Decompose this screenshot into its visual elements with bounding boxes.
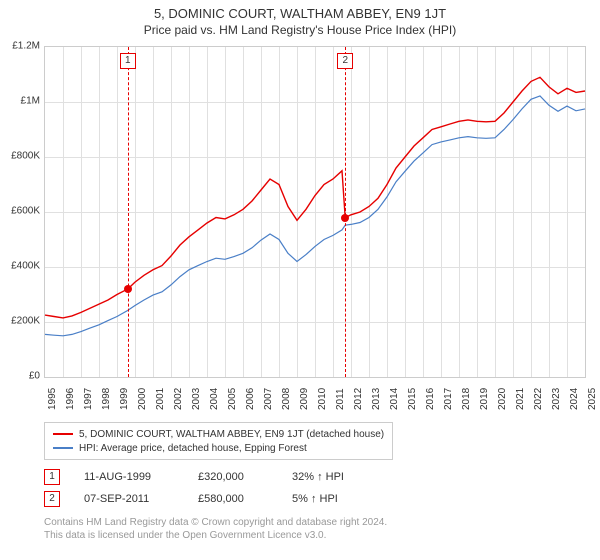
x-tick-label: 2001 (155, 388, 166, 410)
x-tick-label: 2010 (317, 388, 328, 410)
x-tick-label: 2015 (407, 388, 418, 410)
x-tick-label: 2008 (281, 388, 292, 410)
chart-container: 5, DOMINIC COURT, WALTHAM ABBEY, EN9 1JT… (0, 0, 600, 560)
marker-line-1 (128, 47, 129, 377)
sale-marker-ref: 1 (44, 469, 60, 485)
x-tick-label: 2005 (227, 388, 238, 410)
chart-title: 5, DOMINIC COURT, WALTHAM ABBEY, EN9 1JT (0, 0, 600, 21)
x-tick-label: 1995 (47, 388, 58, 410)
legend-item: HPI: Average price, detached house, Eppi… (53, 441, 384, 455)
x-tick-label: 1996 (65, 388, 76, 410)
x-tick-label: 2007 (263, 388, 274, 410)
x-tick-label: 2024 (569, 388, 580, 410)
footer-line-1: Contains HM Land Registry data © Crown c… (44, 516, 387, 529)
sale-price: £580,000 (198, 493, 268, 505)
sale-date: 07-SEP-2011 (84, 493, 174, 505)
x-tick-label: 2011 (335, 388, 346, 410)
series-svg (45, 47, 585, 377)
x-tick-label: 2017 (443, 388, 454, 410)
x-tick-label: 1997 (83, 388, 94, 410)
x-tick-label: 2009 (299, 388, 310, 410)
sale-hpi-delta: 5% ↑ HPI (292, 493, 338, 505)
x-tick-label: 2025 (587, 388, 598, 410)
x-tick-label: 2000 (137, 388, 148, 410)
series-property (45, 77, 585, 318)
x-tick-label: 2016 (425, 388, 436, 410)
legend-label: 5, DOMINIC COURT, WALTHAM ABBEY, EN9 1JT… (79, 429, 384, 440)
sales-table: 1 11-AUG-1999 £320,000 32% ↑ HPI 2 07-SEP-201… (44, 466, 344, 510)
x-tick-label: 2014 (389, 388, 400, 410)
x-tick-label: 2020 (497, 388, 508, 410)
y-tick-label: £200K (0, 316, 40, 327)
x-tick-label: 2022 (533, 388, 544, 410)
sale-price: £320,000 (198, 471, 268, 483)
x-tick-label: 2006 (245, 388, 256, 410)
sale-hpi-delta: 32% ↑ HPI (292, 471, 344, 483)
sale-row: 2 07-SEP-2011 £580,000 5% ↑ HPI (44, 488, 344, 510)
y-tick-label: £1.2M (0, 41, 40, 52)
x-tick-label: 1998 (101, 388, 112, 410)
x-tick-label: 2012 (353, 388, 364, 410)
series-hpi (45, 96, 585, 336)
legend-item: 5, DOMINIC COURT, WALTHAM ABBEY, EN9 1JT… (53, 427, 384, 441)
x-axis-labels: 1995 1996 1997 1998 1999 2000 2001 2002 2003 2004… (44, 380, 584, 420)
marker-box-1: 1 (120, 53, 136, 69)
x-tick-label: 2013 (371, 388, 382, 410)
y-tick-label: £1M (0, 96, 40, 107)
footer-attribution: Contains HM Land Registry data © Crown c… (44, 516, 387, 542)
sale-marker-ref: 2 (44, 491, 60, 507)
marker-box-2: 2 (337, 53, 353, 69)
chart-subtitle: Price paid vs. HM Land Registry's House … (0, 21, 600, 41)
y-tick-label: £600K (0, 206, 40, 217)
x-tick-label: 2023 (551, 388, 562, 410)
x-tick-label: 2018 (461, 388, 472, 410)
x-tick-label: 1999 (119, 388, 130, 410)
x-tick-label: 2019 (479, 388, 490, 410)
legend: 5, DOMINIC COURT, WALTHAM ABBEY, EN9 1JT… (44, 422, 393, 460)
x-tick-label: 2021 (515, 388, 526, 410)
y-tick-label: £400K (0, 261, 40, 272)
legend-swatch (53, 447, 73, 449)
plot-area: 12 (44, 46, 586, 378)
y-tick-label: £800K (0, 151, 40, 162)
footer-line-2: This data is licensed under the Open Gov… (44, 529, 387, 542)
x-tick-label: 2004 (209, 388, 220, 410)
legend-swatch (53, 433, 73, 435)
x-tick-label: 2002 (173, 388, 184, 410)
sale-date: 11-AUG-1999 (84, 471, 174, 483)
legend-label: HPI: Average price, detached house, Eppi… (79, 443, 307, 454)
y-tick-label: £0 (0, 371, 40, 382)
sale-row: 1 11-AUG-1999 £320,000 32% ↑ HPI (44, 466, 344, 488)
x-tick-label: 2003 (191, 388, 202, 410)
marker-line-2 (345, 47, 346, 377)
marker-dot-1 (124, 285, 132, 293)
marker-dot-2 (341, 214, 349, 222)
